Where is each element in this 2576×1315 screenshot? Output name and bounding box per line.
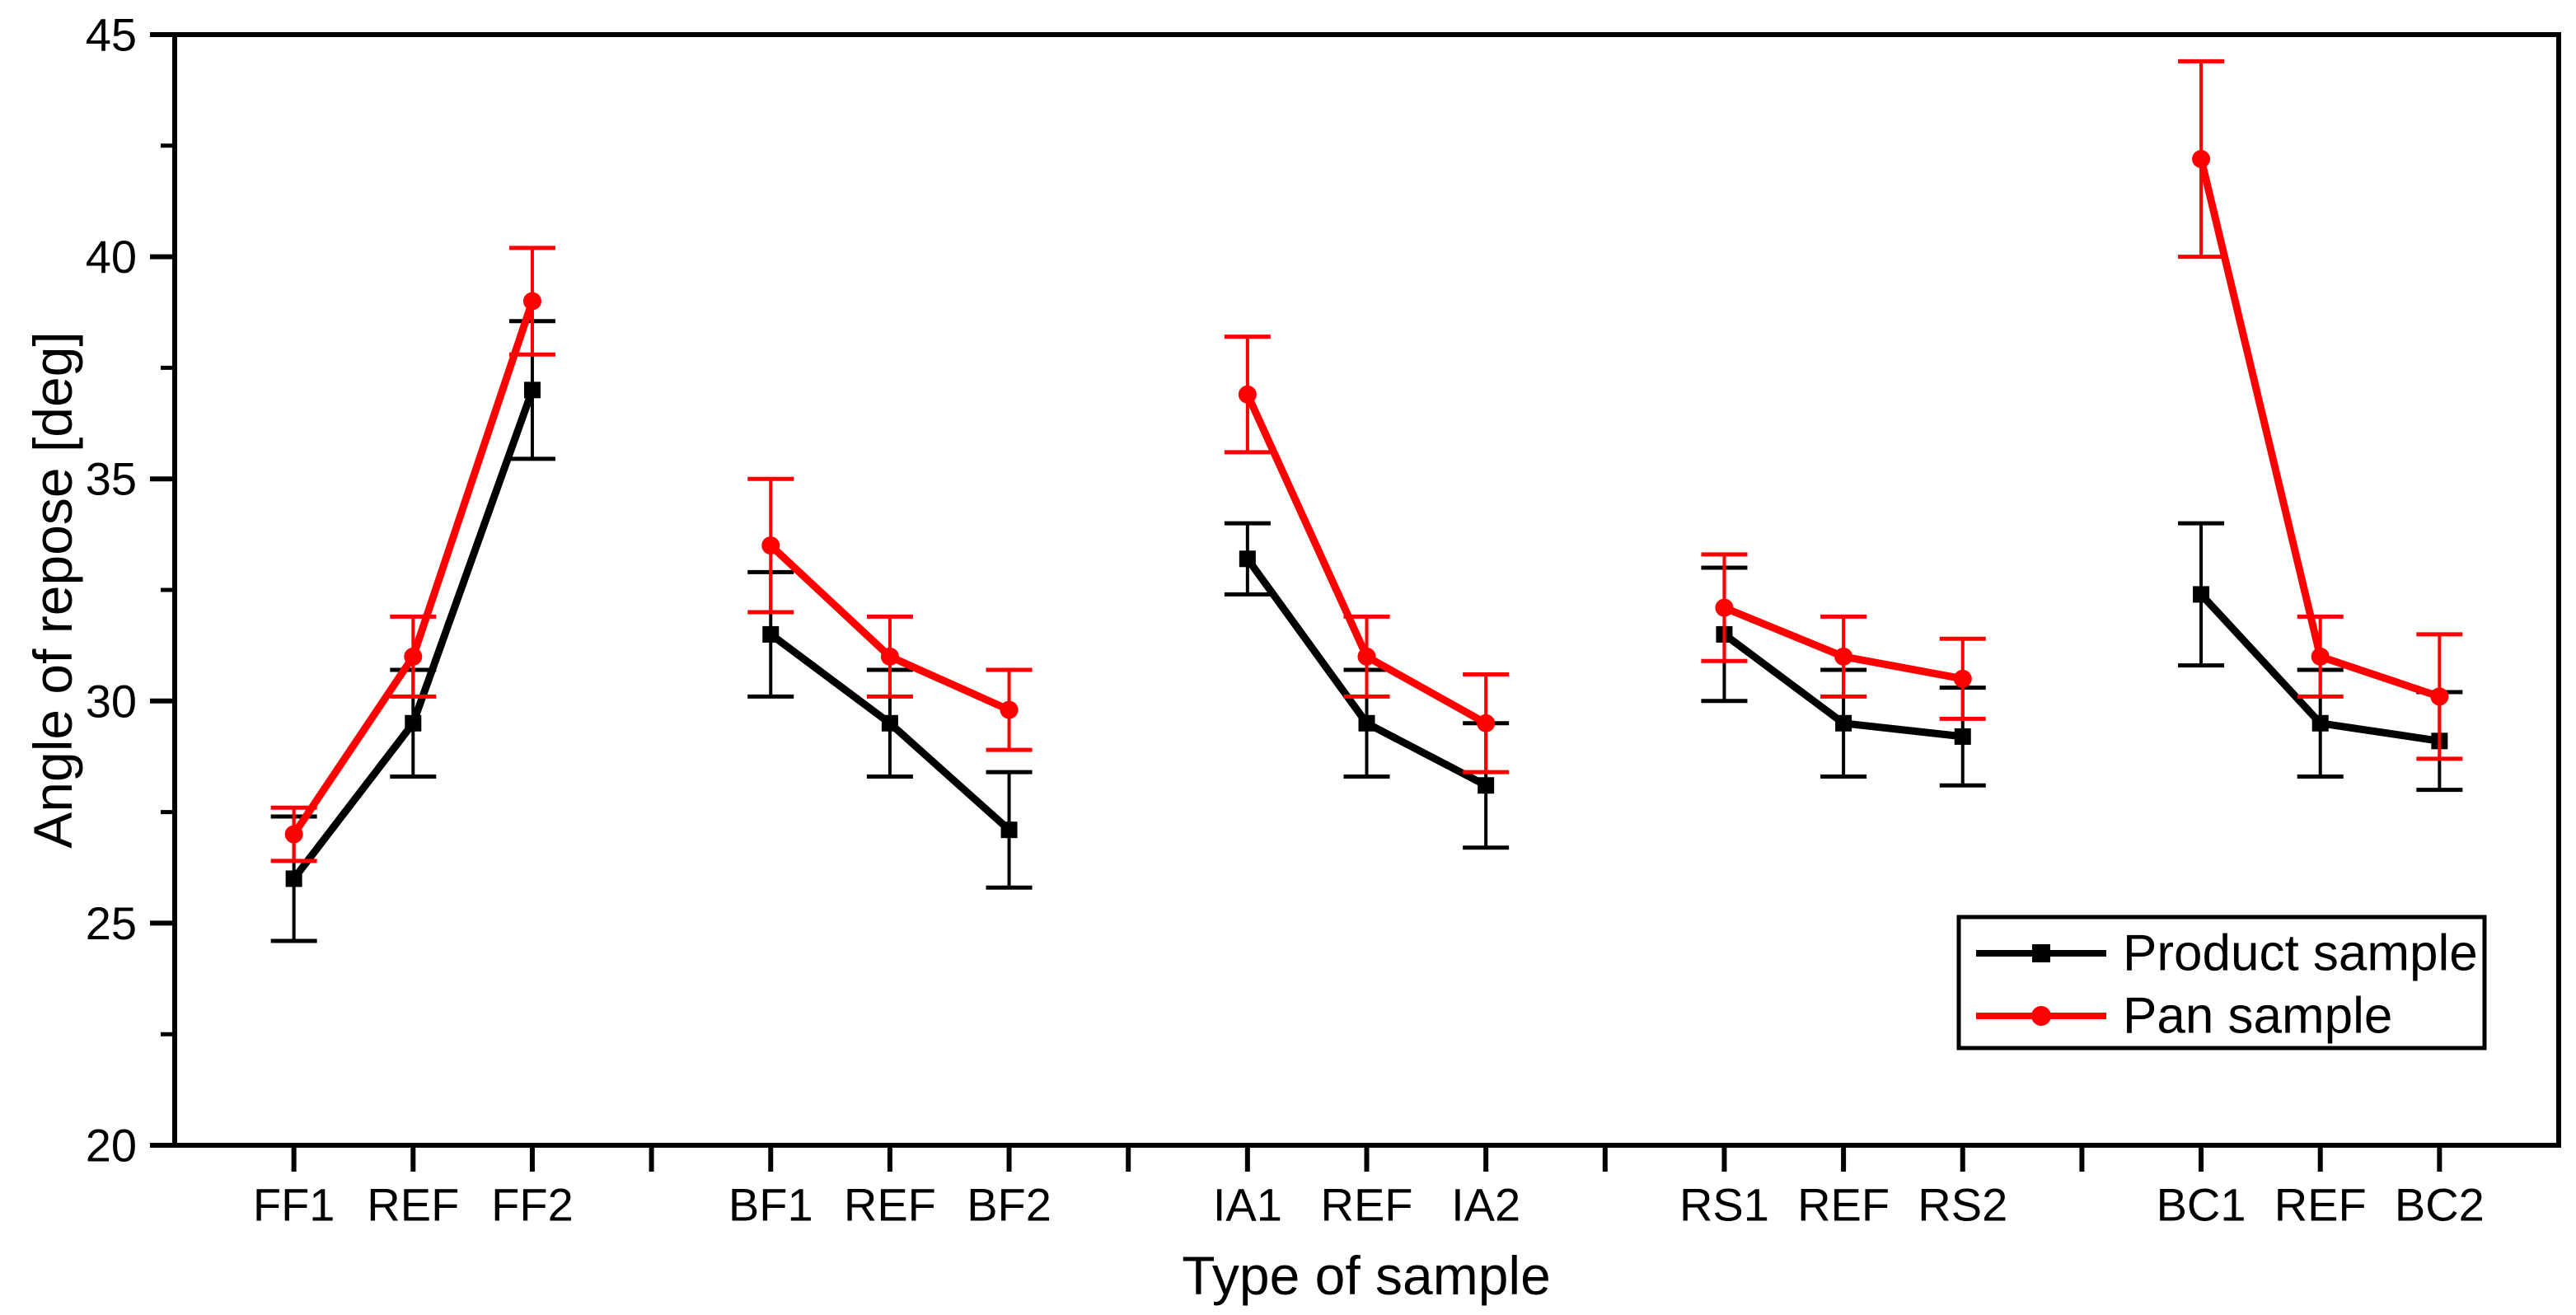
data-point-marker: [1000, 821, 1018, 839]
x-tick-label: REF: [2274, 1179, 2367, 1231]
series-pan-sample: [270, 58, 2463, 863]
x-axis-ticks: [291, 1145, 2443, 1172]
legend-label-pan-sample: Pan sample: [2123, 988, 2392, 1045]
y-tick-label: 40: [86, 231, 137, 283]
x-tick-label: IA2: [1451, 1179, 1520, 1231]
x-tick-label: BC2: [2395, 1179, 2485, 1231]
legend: Product sample Pan sample: [1956, 915, 2487, 1051]
data-point-marker: [1239, 550, 1256, 568]
legend-label-product-sample: Product sample: [2123, 925, 2478, 982]
data-point-marker: [762, 625, 780, 643]
legend-marker-circle: [2031, 1006, 2051, 1026]
data-series-layer: [270, 58, 2463, 943]
x-tick-label: IA1: [1213, 1179, 1282, 1231]
y-tick-label: 35: [86, 453, 137, 505]
x-axis-title: Type of sample: [1182, 1245, 1551, 1306]
data-point-marker: [1954, 728, 1971, 745]
y-tick-label: 30: [86, 675, 137, 727]
data-point-marker: [523, 381, 541, 399]
x-tick-label: FF1: [253, 1179, 335, 1231]
data-point-marker: [405, 714, 422, 732]
data-point-marker: [1835, 714, 1852, 732]
y-axis-tick-labels: 20 25 30 35 40 45: [86, 9, 137, 1172]
data-point-marker: [2192, 149, 2211, 168]
x-tick-label: REF: [1797, 1179, 1890, 1231]
x-tick-label: RS1: [1679, 1179, 1769, 1231]
data-point-marker: [1238, 385, 1257, 404]
data-point-marker: [2311, 714, 2329, 732]
x-tick-label: FF2: [491, 1179, 574, 1231]
legend-marker-square: [2032, 944, 2050, 962]
x-tick-label: REF: [1321, 1179, 1413, 1231]
data-point-marker: [2430, 687, 2449, 706]
data-point-marker: [1000, 700, 1019, 719]
data-point-marker: [1478, 777, 1495, 794]
data-point-marker: [1477, 714, 1496, 732]
x-tick-label: BF2: [967, 1179, 1051, 1231]
x-axis-tick-labels: FF1 REF FF2 BF1 REF BF2 IA1 REF IA2 RS1 REF RS2 BC1 R…: [253, 1179, 2485, 1231]
data-point-marker: [284, 825, 303, 844]
x-tick-label: REF: [844, 1179, 936, 1231]
x-tick-label: REF: [367, 1179, 459, 1231]
y-axis-ticks: [150, 32, 175, 1148]
data-point-marker: [1358, 714, 1375, 732]
data-point-marker: [1953, 669, 1972, 688]
y-tick-label: 20: [86, 1120, 137, 1172]
y-tick-label: 45: [86, 9, 137, 61]
data-point-marker: [1357, 647, 1376, 666]
data-point-marker: [1715, 598, 1734, 617]
data-point-marker: [880, 647, 899, 666]
legend-entry-pan-sample: Pan sample: [1976, 988, 2392, 1045]
x-tick-label: RS2: [1918, 1179, 2007, 1231]
y-axis-title: Angle of repose [deg]: [22, 331, 83, 848]
data-point-marker: [761, 536, 780, 555]
data-point-marker: [2311, 647, 2330, 666]
data-point-marker: [2193, 586, 2210, 603]
legend-box: [1956, 915, 2487, 1051]
data-point-marker: [285, 870, 302, 887]
data-point-marker: [881, 714, 898, 732]
x-tick-label: BC1: [2157, 1179, 2246, 1231]
x-tick-label: BF1: [728, 1179, 813, 1231]
legend-entry-product-sample: Product sample: [1976, 925, 2478, 982]
data-point-marker: [404, 647, 423, 666]
data-point-marker: [1834, 647, 1853, 666]
data-point-marker: [522, 292, 541, 311]
y-tick-label: 25: [86, 897, 137, 949]
